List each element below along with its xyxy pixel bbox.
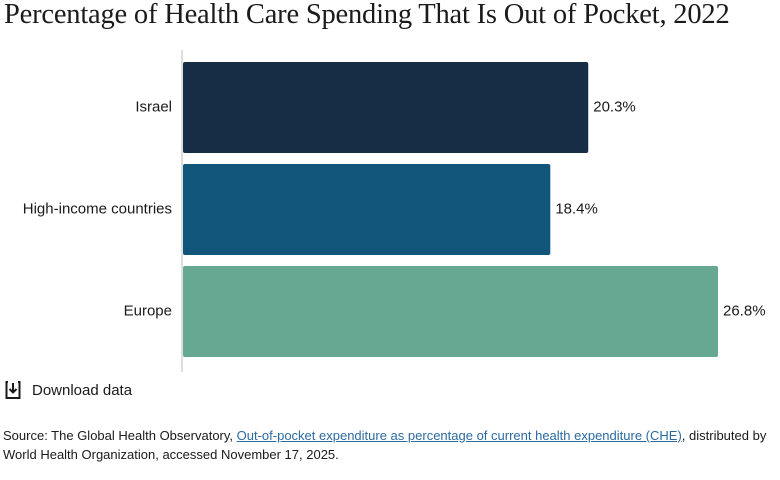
bar-chart-svg: Israel 20.3% High-income countries 18.4% Eur… bbox=[23, 50, 766, 372]
download-data-button[interactable]: Download data bbox=[4, 380, 132, 400]
source-note: Source: The Global Health Observatory, O… bbox=[3, 426, 778, 464]
value-label: 18.4% bbox=[555, 200, 598, 217]
bar-chart: Israel 20.3% High-income countries 18.4% Eur… bbox=[0, 45, 780, 375]
source-link[interactable]: Out-of-pocket expenditure as percentage … bbox=[236, 428, 682, 443]
category-label: High-income countries bbox=[23, 200, 172, 217]
download-icon bbox=[5, 381, 21, 399]
source-suffix: , distributed by World Health Organizati… bbox=[3, 428, 767, 462]
bar-europe[interactable] bbox=[183, 266, 718, 357]
value-label: 26.8% bbox=[723, 302, 766, 319]
value-label: 20.3% bbox=[593, 98, 636, 115]
bar-high-income-countries[interactable] bbox=[183, 164, 551, 255]
category-label: Europe bbox=[124, 302, 172, 319]
category-label: Israel bbox=[135, 98, 172, 115]
source-prefix: Source: The Global Health Observatory, bbox=[3, 428, 237, 443]
chart-title: Percentage of Health Care Spending That … bbox=[4, 0, 730, 30]
bar-israel[interactable] bbox=[183, 62, 589, 153]
download-data-label: Download data bbox=[32, 381, 133, 399]
